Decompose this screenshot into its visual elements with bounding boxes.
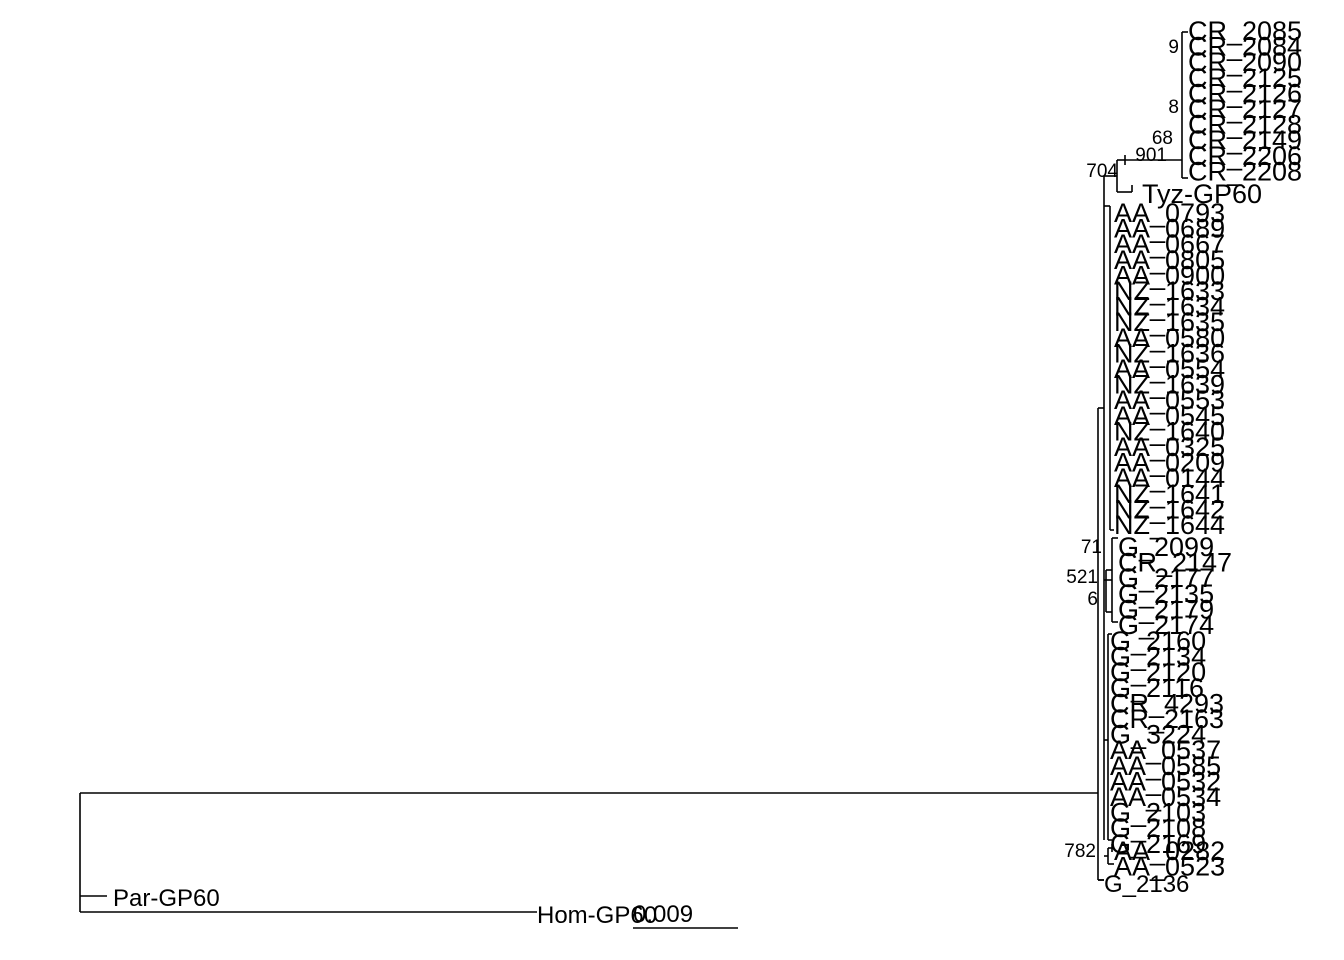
tip-label: G_2177	[1118, 563, 1214, 593]
tip-label: CR_2208	[1188, 156, 1302, 186]
tip-label: CR_2206	[1188, 141, 1302, 171]
tip-label: AA_0537	[1110, 735, 1221, 765]
tip-label: NZ_1639	[1114, 370, 1225, 400]
scale-bar-label: 0.009	[633, 901, 693, 928]
tip-label: G_2135	[1118, 579, 1214, 609]
tip-label: Par-GP60	[113, 885, 220, 912]
support-label-901: 901	[1135, 145, 1167, 166]
support-labels: 9 8 68 901 704 71 521 6 782	[1064, 37, 1179, 862]
tip-label: AA_0585	[1110, 751, 1221, 781]
tip-label: AA_0900	[1114, 260, 1225, 290]
tip-label: AA_0325	[1114, 432, 1225, 462]
support-label-704: 704	[1086, 161, 1118, 182]
tip-label: AA_0534	[1110, 782, 1221, 812]
tip-label: NZ_1641	[1114, 479, 1225, 509]
tip-label: CR_2147	[1118, 548, 1232, 578]
tip-label: CR_2085	[1188, 16, 1302, 46]
tip-label: NZ_1642	[1114, 494, 1225, 524]
support-label-6: 6	[1087, 589, 1098, 610]
tip-label: AA_0553	[1114, 385, 1225, 415]
tip-label: G_2169	[1110, 829, 1206, 859]
tip-label: CR_2090	[1188, 47, 1302, 77]
tip-label: AA_0580	[1114, 323, 1225, 353]
tip-label: G_2099	[1118, 532, 1214, 562]
tip-label: AA_0523	[1114, 852, 1225, 882]
tip-label: CR_2127	[1188, 94, 1302, 124]
tip-label: CR_2125	[1188, 63, 1302, 93]
tip-label: AA_0209	[1114, 448, 1225, 478]
tip-label: G_2174	[1118, 610, 1214, 640]
tip-label: AA_0144	[1114, 463, 1225, 493]
tip-label: AA_0545	[1114, 401, 1225, 431]
tip-label: NZ_1640	[1114, 416, 1225, 446]
tip-label: G_2120	[1110, 657, 1206, 687]
tip-label: AA_0282	[1114, 836, 1225, 866]
tip-label: NZ_1634	[1114, 292, 1225, 322]
tip-label: G_2108	[1110, 813, 1206, 843]
tip-label: CR_2084	[1188, 32, 1302, 62]
tip-label: G_2103	[1110, 798, 1206, 828]
tip-label: G_2134	[1110, 642, 1206, 672]
support-label-782: 782	[1064, 841, 1096, 862]
tip-label: NZ_1635	[1114, 307, 1225, 337]
tip-label: NZ_1633	[1114, 276, 1225, 306]
tip-label: AA_0554	[1114, 354, 1225, 384]
tip-label: NZ_1644	[1114, 510, 1225, 540]
tip-label: AA_0532	[1110, 766, 1221, 796]
tree-branches	[79, 31, 1188, 913]
tip-label: CR_2163	[1110, 704, 1224, 734]
tip-label: AA_0689	[1114, 214, 1225, 244]
scale-bar: 0.009	[633, 901, 738, 929]
support-label-71: 71	[1081, 537, 1102, 558]
support-label-9: 9	[1168, 37, 1179, 58]
tip-label: G_3224	[1110, 720, 1206, 750]
tip-label: Tyz-GP60	[1142, 179, 1262, 209]
support-label-521: 521	[1066, 567, 1098, 588]
support-label-68: 68	[1152, 128, 1173, 149]
tip-label: CR_2149	[1188, 125, 1302, 155]
tip-label: G_2136	[1104, 871, 1189, 898]
tip-label: AA_0793	[1114, 198, 1225, 228]
tip-label: AA_0667	[1114, 229, 1225, 259]
tip-label: Hom-GP60	[537, 902, 657, 929]
tip-label: CR_4293	[1110, 688, 1224, 718]
tip-labels: CR_2085CR_2084CR_2090CR_2125CR_2126CR_21…	[113, 16, 1302, 929]
tip-label: NZ_1636	[1114, 338, 1225, 368]
support-label-8: 8	[1168, 97, 1179, 118]
tip-label: G_2116	[1110, 673, 1204, 703]
tip-label: G_2179	[1118, 594, 1214, 624]
tip-label: CR_2128	[1188, 110, 1302, 140]
tip-label: G_2160	[1110, 626, 1206, 656]
tip-label: CR_2126	[1188, 78, 1302, 108]
tip-label: AA_0805	[1114, 245, 1225, 275]
